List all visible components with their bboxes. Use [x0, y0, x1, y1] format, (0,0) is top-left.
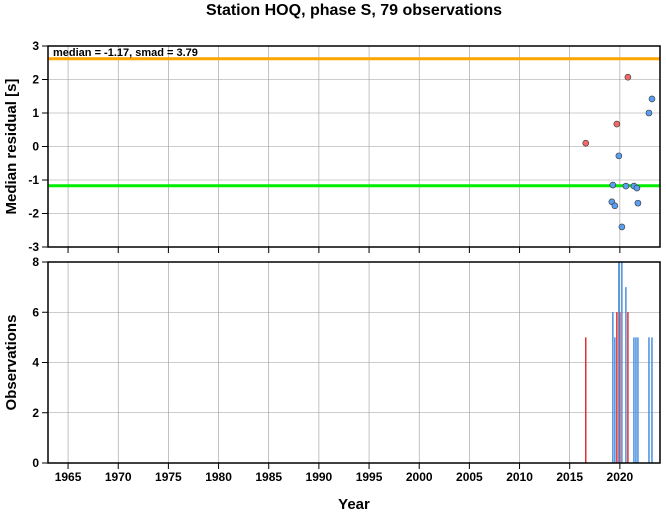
chart-title: Station HOQ, phase S, 79 observations	[206, 2, 502, 19]
bar	[651, 337, 653, 463]
x-tick-label: 1990	[306, 470, 333, 484]
bar	[625, 287, 627, 463]
y-tick-label: -1	[28, 173, 39, 187]
y-tick-label: 1	[32, 106, 39, 120]
y-tick-label: -3	[28, 240, 39, 254]
point	[622, 182, 630, 190]
y-tick-label: -2	[28, 207, 39, 221]
point	[648, 95, 656, 103]
point	[611, 202, 619, 210]
y-tick-label: 3	[32, 39, 39, 53]
point	[618, 223, 626, 231]
y-tick-label: 6	[32, 305, 39, 319]
bar	[619, 312, 621, 463]
point	[624, 73, 632, 81]
y-tick-label: 2	[32, 406, 39, 420]
bar	[616, 312, 618, 463]
x-tick-label: 1995	[356, 470, 383, 484]
bar	[585, 337, 587, 463]
x-axis-label: Year	[338, 496, 370, 511]
point	[615, 152, 623, 160]
y-tick-label: 2	[32, 73, 39, 87]
y-axis-label: Observations	[3, 315, 20, 411]
point	[645, 109, 653, 117]
plot-frame	[47, 45, 661, 248]
x-tick-label: 2000	[406, 470, 433, 484]
x-tick-label: 2015	[556, 470, 583, 484]
bar	[612, 312, 614, 463]
x-tick-label: 2010	[506, 470, 533, 484]
plot-frame	[47, 261, 661, 464]
y-tick-label: 8	[32, 255, 39, 269]
x-tick-label: 1965	[55, 470, 82, 484]
x-tick-label: 1980	[205, 470, 232, 484]
bar	[627, 312, 629, 463]
bar	[621, 262, 623, 463]
point	[613, 120, 621, 128]
point	[609, 181, 617, 189]
x-tick-label: 2005	[456, 470, 483, 484]
bar	[637, 337, 639, 463]
x-tick-label: 1970	[105, 470, 132, 484]
y-axis-label: Median residual [s]	[3, 79, 20, 215]
y-tick-label: 0	[32, 140, 39, 154]
bar	[648, 337, 650, 463]
x-tick-label: 1975	[155, 470, 182, 484]
y-tick-label: 0	[32, 456, 39, 470]
bar	[635, 337, 637, 463]
point	[634, 199, 642, 207]
y-tick-label: 4	[32, 356, 39, 370]
bar	[614, 337, 616, 463]
x-tick-label: 2020	[607, 470, 634, 484]
bar	[618, 262, 620, 463]
point	[633, 184, 641, 192]
bar	[633, 337, 635, 463]
x-tick-label: 1985	[255, 470, 282, 484]
annotation: median = -1.17, smad = 3.79	[53, 47, 198, 59]
point	[582, 139, 590, 147]
